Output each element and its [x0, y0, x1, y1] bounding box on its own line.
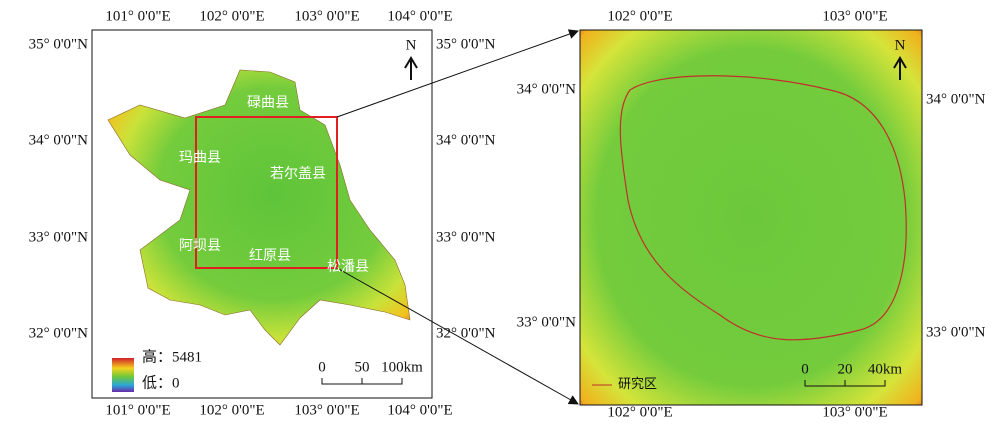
- lon-label: 103° 0'0"E: [822, 8, 887, 24]
- lon-label: 104° 0'0"E: [387, 8, 452, 24]
- lat-label: 34° 0'0"N: [517, 81, 577, 97]
- lat-label: 35° 0'0"N: [29, 36, 89, 52]
- lon-label: 103° 0'0"E: [822, 404, 887, 420]
- page: 101° 0'0"E 101° 0'0"E 102° 0'0"E 102° 0'0"E…: [0, 0, 1001, 424]
- lat-label: 35° 0'0"N: [436, 36, 496, 52]
- lon-label: 103° 0'0"E: [294, 8, 359, 24]
- lon-label: 104° 0'0"E: [387, 402, 452, 418]
- lat-label: 33° 0'0"N: [436, 229, 496, 245]
- legend-low: 低：0: [142, 374, 180, 391]
- lat-label: 34° 0'0"N: [926, 91, 986, 107]
- scale-label: 40km: [868, 361, 903, 377]
- lon-label: 102° 0'0"E: [199, 8, 264, 24]
- legend-ramp: [112, 358, 134, 392]
- scale-label: 20: [838, 361, 853, 377]
- lon-label: 103° 0'0"E: [294, 402, 359, 418]
- legend-high: 高：5481: [142, 348, 202, 365]
- lat-label: 33° 0'0"N: [926, 324, 986, 340]
- county-label: 若尔盖县: [270, 166, 326, 182]
- county-label: 阿坝县: [179, 238, 221, 254]
- scale-label: 0: [318, 359, 326, 375]
- lon-label: 101° 0'0"E: [105, 402, 170, 418]
- lat-label: 32° 0'0"N: [436, 325, 496, 341]
- right-frame: [580, 30, 922, 405]
- lat-label: 33° 0'0"N: [29, 229, 89, 245]
- scale-label: 0: [801, 361, 809, 377]
- county-label: 松潘县: [327, 259, 369, 275]
- legend-label: 研究区: [618, 376, 657, 391]
- county-label: 玛曲县: [179, 150, 221, 166]
- lon-label: 102° 0'0"E: [607, 404, 672, 420]
- north-label: N: [895, 37, 906, 53]
- lat-label: 34° 0'0"N: [29, 132, 89, 148]
- lat-label: 32° 0'0"N: [29, 325, 89, 341]
- lat-label: 33° 0'0"N: [517, 314, 577, 330]
- lon-label: 102° 0'0"E: [199, 402, 264, 418]
- lat-label: 34° 0'0"N: [436, 132, 496, 148]
- scale-label: 50: [355, 359, 370, 375]
- county-label: 碌曲县: [247, 95, 289, 111]
- county-label: 红原县: [249, 248, 291, 264]
- scale-label: 100km: [381, 359, 423, 375]
- lon-label: 101° 0'0"E: [105, 8, 170, 24]
- lon-label: 102° 0'0"E: [607, 8, 672, 24]
- north-label: N: [406, 37, 417, 53]
